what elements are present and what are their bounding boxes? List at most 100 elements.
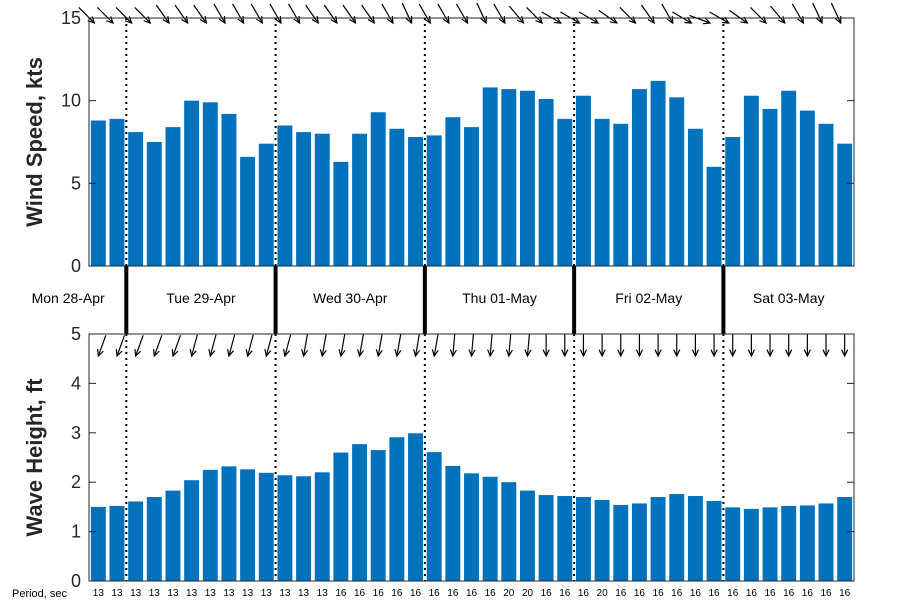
wave-bar-28: [613, 504, 629, 581]
wind-direction-arrow-36: [750, 7, 768, 24]
wind-bar-29: [631, 89, 647, 266]
wind-bar-35: [743, 95, 759, 267]
wind-direction-arrow-28: [598, 9, 618, 24]
wave-direction-arrow-20: [468, 334, 476, 358]
period-value-16: 16: [391, 588, 403, 599]
wind-direction-arrow-4: [155, 4, 170, 25]
wave-direction-arrow-32: [691, 334, 699, 358]
period-value-25: 16: [559, 588, 571, 599]
wave-direction-arrow-38: [803, 334, 811, 358]
wind-direction-arrow-20: [455, 3, 469, 25]
wind-direction-arrow-10: [269, 3, 282, 25]
wave-direction-arrow-9: [264, 334, 273, 358]
wind-direction-arrow-40: [830, 2, 842, 25]
wind-bar-4: [165, 127, 181, 267]
wave-direction-arrow-11: [301, 334, 309, 358]
wind-bar-3: [146, 142, 162, 266]
wind-bar-0: [90, 120, 106, 266]
wind-bar-22: [501, 89, 517, 266]
wind-bar-37: [781, 90, 797, 266]
day-label-1: Tue 29-Apr: [166, 290, 236, 306]
wave-direction-arrow-1: [115, 335, 126, 358]
wind-bar-16: [389, 128, 405, 266]
wave-bar-34: [725, 507, 741, 581]
wave-ytick-label-0: 0: [71, 571, 81, 591]
wind-direction-arrow-35: [729, 9, 749, 24]
period-value-14: 16: [354, 588, 366, 599]
wave-axes-box: [88, 333, 855, 582]
wave-direction-arrow-17: [413, 334, 421, 358]
wave-direction-arrow-40: [841, 334, 849, 358]
period-value-13: 16: [335, 588, 347, 599]
period-value-5: 13: [186, 588, 198, 599]
wave-direction-arrow-16: [394, 334, 402, 358]
wave-direction-arrow-26: [579, 334, 588, 358]
wind-bar-36: [762, 108, 778, 267]
period-value-30: 16: [653, 588, 665, 599]
wave-direction-arrow-34: [729, 334, 737, 358]
wind-direction-arrow-18: [418, 3, 431, 25]
wind-bar-19: [445, 117, 461, 266]
day-label-3: Thu 01-May: [462, 290, 537, 306]
wave-direction-arrow-15: [375, 334, 383, 358]
period-value-34: 16: [727, 588, 739, 599]
wind-direction-arrow-23: [508, 5, 525, 25]
wave-direction-arrow-28: [617, 334, 625, 358]
wind-direction-arrow-24: [526, 7, 544, 24]
wave-bar-12: [314, 472, 330, 581]
day-label-5: Sat 03-May: [753, 290, 825, 306]
wind-bar-34: [725, 137, 741, 266]
wave-direction-arrow-8: [245, 334, 254, 358]
period-value-1: 13: [111, 588, 123, 599]
wave-bar-6: [202, 469, 218, 581]
wave-direction-arrow-29: [635, 334, 644, 358]
wave-bar-31: [669, 494, 685, 581]
wave-direction-arrow-13: [338, 334, 346, 358]
wave-bar-0: [90, 506, 106, 581]
wave-direction-arrow-3: [153, 335, 163, 358]
wave-bar-35: [743, 508, 759, 581]
wave-direction-arrow-0: [97, 335, 107, 358]
wave-direction-arrow-25: [561, 334, 569, 358]
wind-direction-arrow-13: [323, 4, 338, 25]
period-value-40: 16: [839, 588, 851, 599]
wave-bar-39: [818, 503, 834, 581]
period-value-12: 13: [317, 588, 329, 599]
wave-direction-arrow-2: [134, 335, 144, 358]
wind-bar-33: [706, 166, 722, 266]
wave-direction-arrow-37: [785, 334, 793, 358]
wind-bar-31: [669, 97, 685, 266]
wave-bar-13: [333, 452, 349, 581]
period-value-2: 13: [130, 588, 142, 599]
wave-bar-22: [501, 482, 517, 581]
wind-direction-arrow-5: [174, 4, 189, 25]
wave-bar-40: [837, 497, 853, 581]
wind-direction-arrow-29: [619, 7, 637, 24]
wave-bar-1: [109, 505, 125, 581]
wind-bar-32: [687, 128, 703, 266]
wave-bar-3: [146, 497, 162, 581]
wave-bar-7: [221, 466, 237, 581]
wave-ytick-label-5: 5: [71, 324, 81, 344]
wave-bar-5: [184, 480, 200, 581]
wind-bar-27: [594, 118, 610, 266]
wind-ytick-label-1: 5: [71, 173, 81, 193]
period-value-26: 16: [578, 588, 590, 599]
period-value-15: 16: [373, 588, 385, 599]
wind-ylabel: Wind Speed, kts: [22, 57, 47, 227]
wind-bar-28: [613, 123, 629, 266]
wind-direction-arrow-38: [791, 3, 805, 25]
period-value-19: 16: [447, 588, 459, 599]
wind-bar-15: [370, 112, 386, 267]
period-value-38: 16: [802, 588, 814, 599]
period-value-11: 13: [298, 588, 310, 599]
wind-bar-30: [650, 80, 666, 266]
period-value-7: 13: [223, 588, 235, 599]
wind-direction-arrow-9: [250, 3, 263, 25]
wave-bar-29: [631, 503, 647, 581]
wind-bar-38: [799, 110, 815, 266]
period-value-10: 13: [279, 588, 291, 599]
period-value-33: 16: [708, 588, 720, 599]
wave-bar-4: [165, 490, 181, 581]
